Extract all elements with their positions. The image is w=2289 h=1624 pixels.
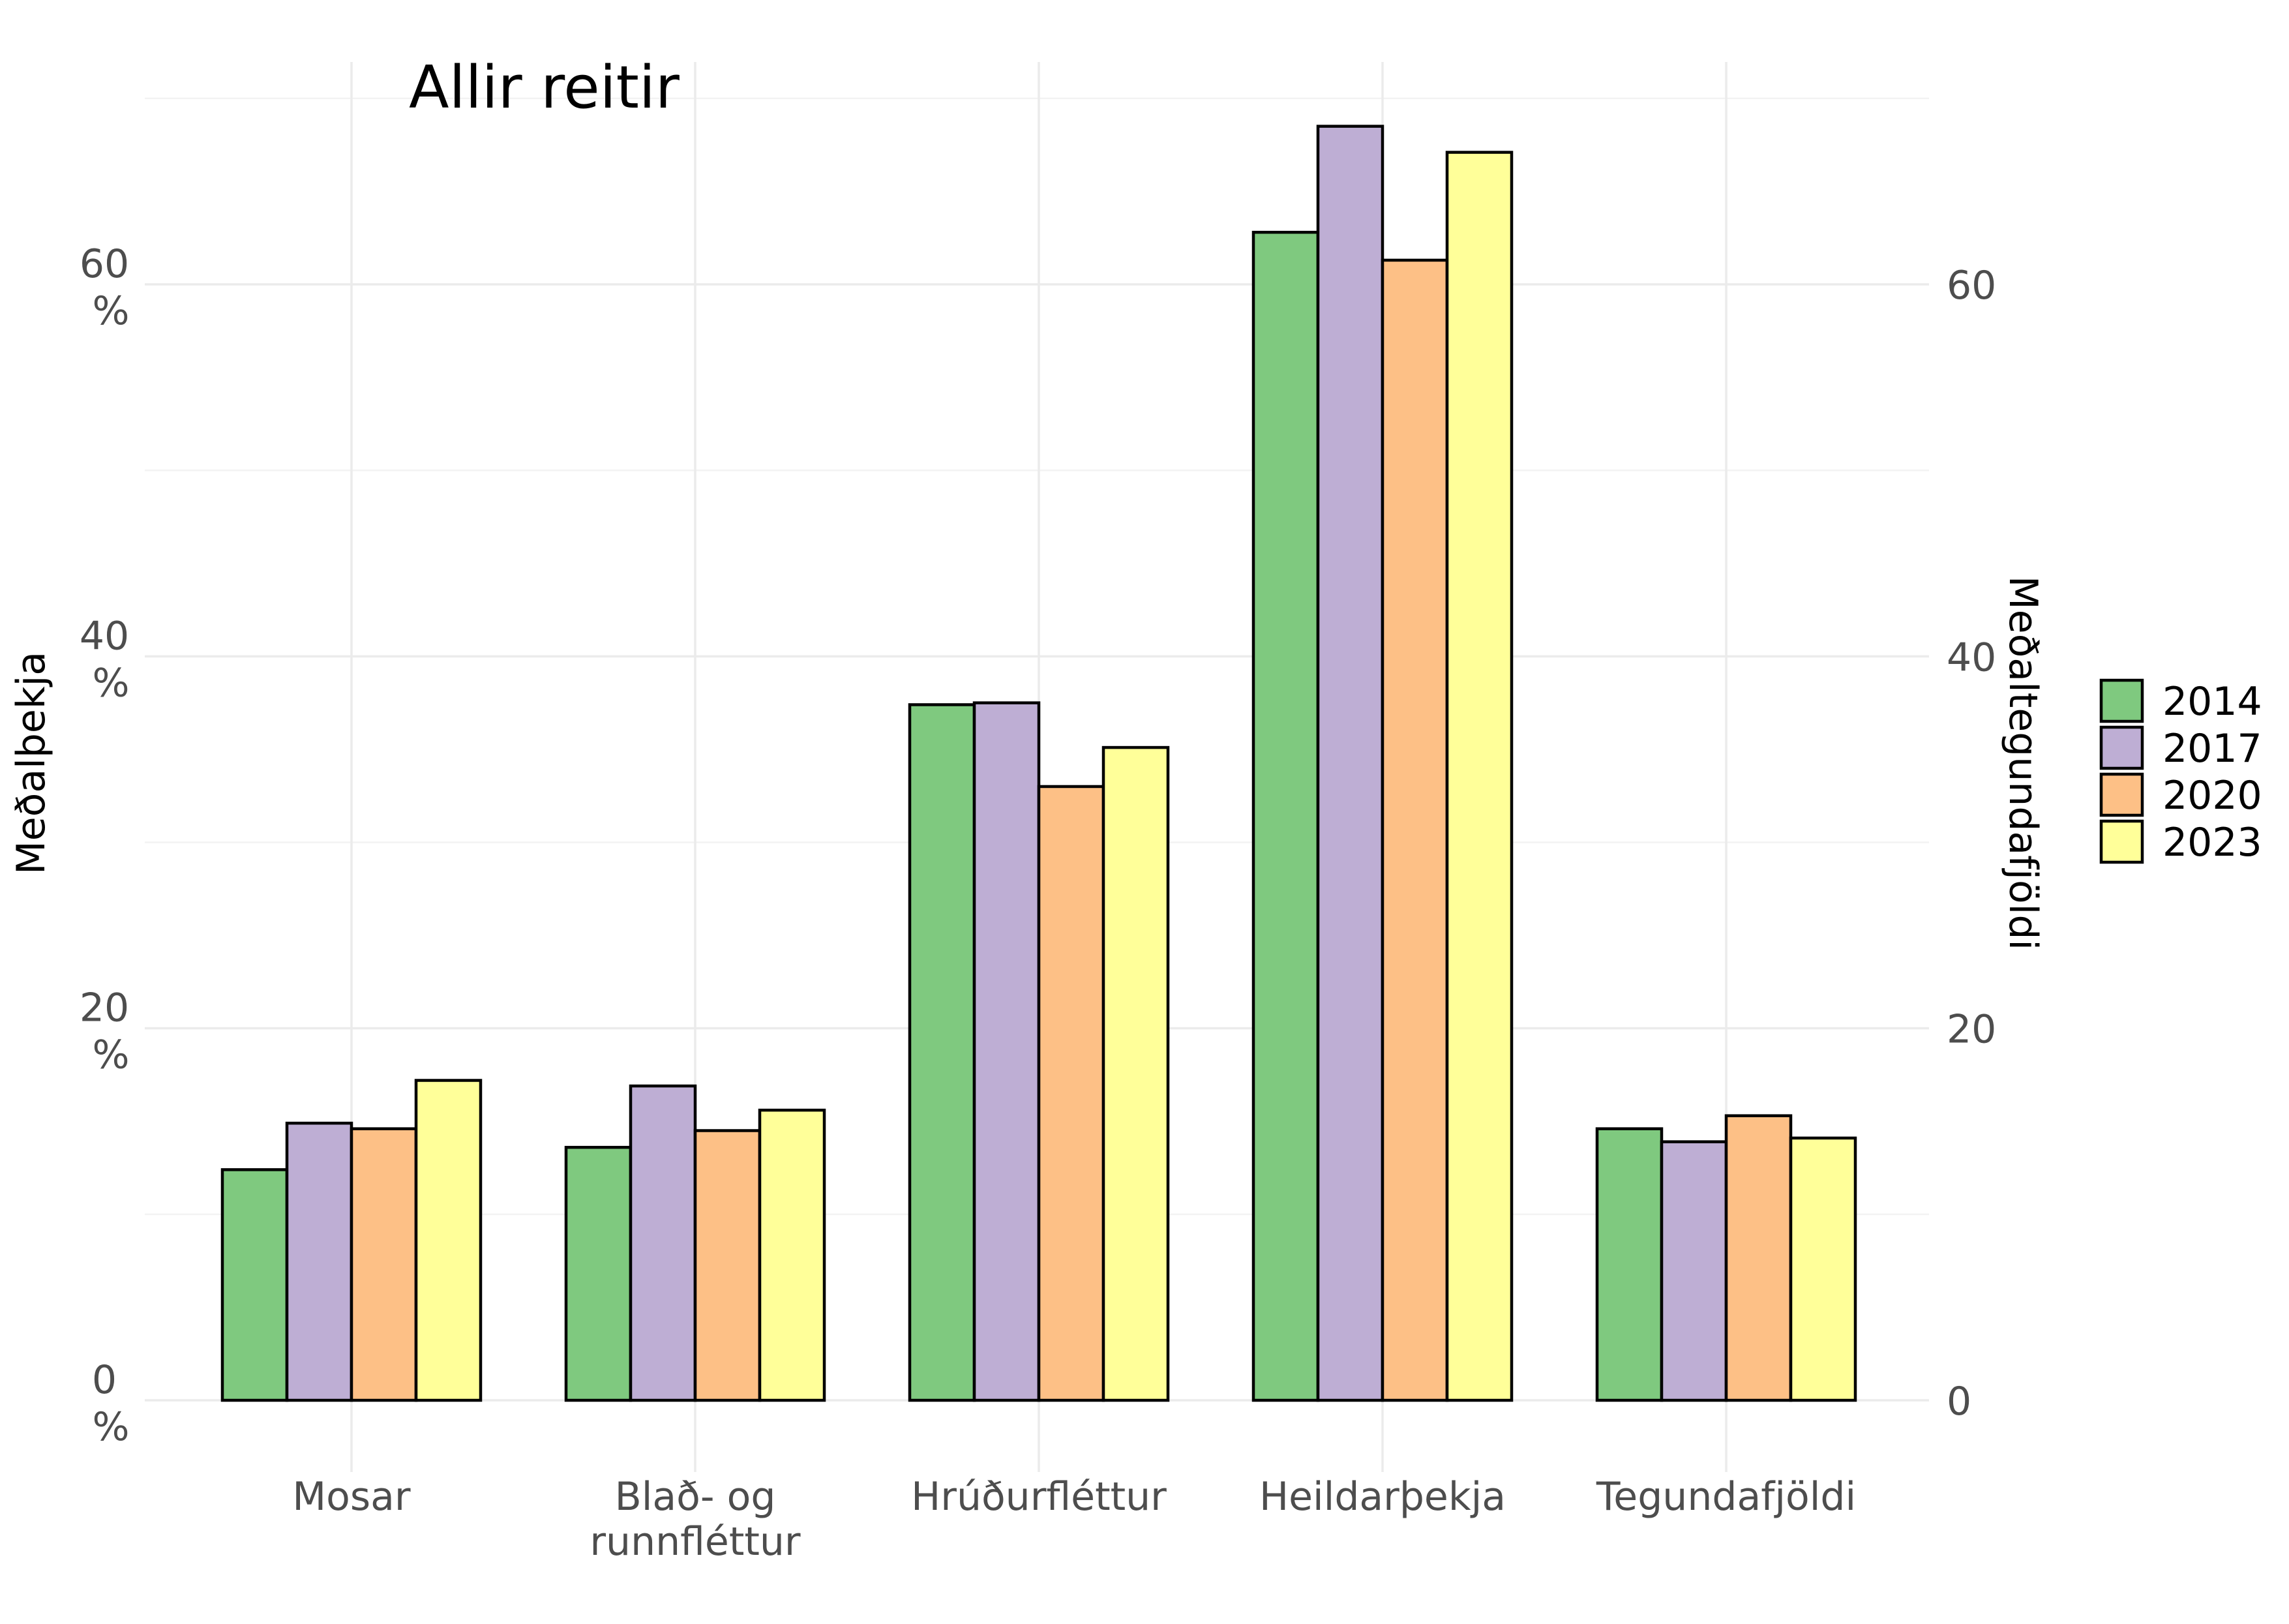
bar-2023-5 [1789,1136,1857,1402]
y-axis-title-right: Meðaltegundafjöldi [2000,576,2046,950]
bar-2017-5 [1660,1140,1728,1402]
bar-2014-5 [1595,1127,1664,1402]
bar-2023-4 [1445,151,1514,1402]
bar-2020-5 [1724,1114,1793,1402]
bar-2014-4 [1251,230,1320,1402]
bar-2020-3 [1037,785,1105,1402]
legend-key-2017 [2099,725,2144,770]
legend-label-2017: 2017 [2162,726,2262,772]
bars [220,125,1857,1402]
bar-2023-1 [414,1079,483,1402]
left-tick-unit: % [92,660,129,706]
x-tick-label: Mosar [292,1474,411,1520]
legend-label-2014: 2014 [2162,679,2262,725]
x-tick-label: runnfléttur [590,1519,801,1565]
right-tick-label: 20 [1947,1007,1996,1053]
left-tick-label: 40 [80,613,129,659]
bar-2020-2 [693,1129,762,1402]
legend-label-2023: 2023 [2162,820,2262,865]
x-tick-label: Tegundafjöldi [1596,1474,1856,1520]
right-axis-ticks: 0 20 40 60 [1947,263,1996,1424]
right-tick-label: 60 [1947,263,1996,308]
legend-key-2023 [2099,819,2144,864]
bar-2014-1 [220,1168,289,1402]
legend-label-2020: 2020 [2162,773,2262,819]
left-tick-label: 60 [80,241,129,287]
left-axis-ticks: 0%20%40%60% [80,241,130,1450]
left-tick-unit: % [92,1404,129,1450]
x-tick-label: Hrúðurfléttur [911,1474,1167,1520]
legend-key-2020 [2099,772,2144,817]
y-axis-title-left: Meðalþekja [8,652,54,875]
bar-2017-3 [972,701,1041,1402]
bar-2020-1 [350,1127,418,1402]
bar-2023-3 [1101,745,1170,1402]
right-tick-label: 40 [1947,635,1996,680]
bar-2017-4 [1316,125,1384,1402]
bar-2014-2 [564,1145,633,1402]
left-tick-label: 0 [92,1357,117,1403]
left-tick-unit: % [92,288,129,334]
chart-title: Allir reitir [409,53,680,122]
left-tick-label: 20 [80,985,129,1031]
left-tick-unit: % [92,1032,129,1078]
bar-2017-1 [285,1121,353,1402]
bar-2017-2 [629,1084,697,1402]
bar-2023-2 [758,1108,826,1402]
right-tick-label: 0 [1947,1379,1971,1424]
x-tick-label: Heildarþekja [1259,1474,1506,1520]
bar-2014-3 [908,703,976,1402]
x-tick-label: Blað- og [615,1474,776,1520]
bar-2020-4 [1381,258,1449,1402]
legend-key-2014 [2099,678,2144,723]
